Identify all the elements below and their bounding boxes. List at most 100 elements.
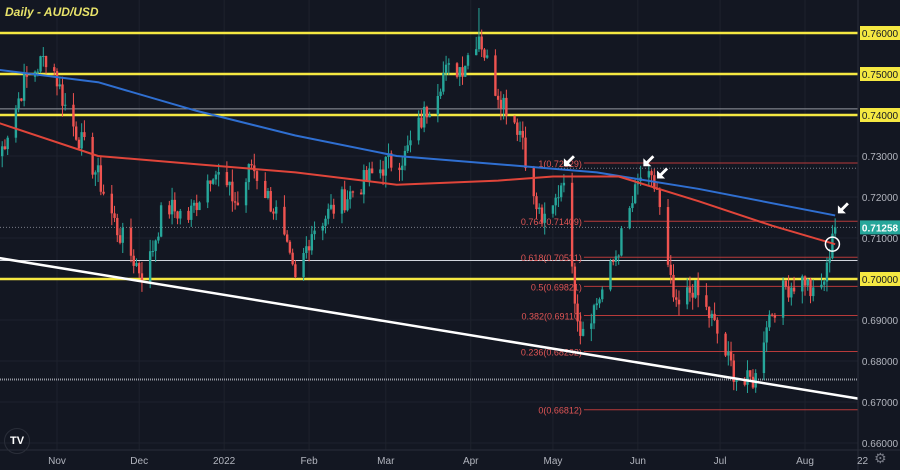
candle-body xyxy=(724,333,727,356)
last-price-badge xyxy=(860,220,900,235)
candle-body xyxy=(250,164,253,166)
candle-body xyxy=(255,171,259,181)
candle-body xyxy=(447,63,451,65)
candle-body xyxy=(516,122,519,135)
candle-body xyxy=(781,280,785,318)
candle-body xyxy=(83,132,86,137)
gear-icon[interactable]: ⚙ xyxy=(874,451,887,467)
candle-body xyxy=(713,313,716,320)
candle-body xyxy=(458,67,461,77)
time-tick-label: Dec xyxy=(130,456,148,467)
candle-body xyxy=(746,370,749,385)
candle-body xyxy=(823,281,826,285)
fib-level-label: 0.236(0.68232) xyxy=(521,347,582,357)
candle-body xyxy=(628,208,631,229)
candle-body xyxy=(754,373,757,388)
candle-body xyxy=(436,96,440,115)
candle-body xyxy=(559,185,563,198)
candle-body xyxy=(332,204,335,214)
moving-average-blue xyxy=(0,68,836,217)
candle-body xyxy=(398,167,401,171)
candle-body xyxy=(707,306,711,318)
candle-body xyxy=(762,342,766,374)
time-tick-label: 2022 xyxy=(213,456,236,467)
candle-body xyxy=(269,191,272,212)
candle-body xyxy=(151,251,155,253)
candle-body xyxy=(694,280,697,298)
candle-body xyxy=(650,171,653,176)
candle-body xyxy=(313,230,316,235)
candle-body xyxy=(61,84,64,106)
candle-body xyxy=(675,297,678,300)
candle-body xyxy=(406,145,409,151)
candle-body xyxy=(288,241,292,253)
price-tick-label: 0.75000 xyxy=(862,70,899,81)
candle-body xyxy=(285,234,289,242)
candle-body xyxy=(190,205,193,220)
candle-body xyxy=(612,260,615,262)
candle-body xyxy=(570,182,574,267)
candle-body xyxy=(768,314,771,328)
tradingview-logo[interactable]: TV xyxy=(4,428,30,454)
candle-body xyxy=(55,71,59,87)
candle-body xyxy=(620,228,623,256)
candle-body xyxy=(211,179,215,184)
candle-body xyxy=(688,287,692,293)
candle-body xyxy=(716,319,719,334)
candle-body xyxy=(247,164,250,183)
candle-body xyxy=(198,202,201,211)
candle-body xyxy=(307,246,311,251)
candle-body xyxy=(686,287,689,305)
chart-title: Daily - AUD/USD xyxy=(5,5,99,19)
candle-body xyxy=(403,150,407,166)
time-tick-label: Feb xyxy=(300,456,318,467)
candle-body xyxy=(521,130,524,138)
candle-body xyxy=(179,210,182,219)
candle-body xyxy=(499,99,503,109)
candle-body xyxy=(39,56,42,72)
highlight-circle xyxy=(824,236,841,252)
price-tick-label: 0.70000 xyxy=(862,275,899,286)
candle-body xyxy=(381,169,385,176)
candle-body xyxy=(505,97,508,116)
candle-body xyxy=(631,203,634,209)
candle-body xyxy=(672,274,675,298)
candle-body xyxy=(121,227,124,243)
candle-body xyxy=(784,280,788,287)
candle-body xyxy=(77,139,81,149)
candle-body xyxy=(705,295,708,307)
candle-body xyxy=(74,126,78,140)
candle-body xyxy=(58,84,61,87)
candle-body xyxy=(496,95,500,100)
price-tick-label: 0.68000 xyxy=(862,357,899,368)
candle-body xyxy=(217,172,220,175)
candle-body xyxy=(828,258,831,263)
candle-body xyxy=(573,266,577,304)
candle-body xyxy=(379,169,382,174)
candle-body xyxy=(806,279,809,286)
candle-body xyxy=(614,256,618,262)
candle-body xyxy=(351,191,355,193)
candle-body xyxy=(425,106,429,118)
candles xyxy=(0,29,837,394)
price-label-badge xyxy=(860,272,900,286)
last-price-label: 0.71258 xyxy=(862,223,899,234)
candle-body xyxy=(825,262,829,282)
candle-body xyxy=(420,117,423,128)
candle-body xyxy=(494,55,497,96)
candle-body xyxy=(538,207,541,210)
candle-body xyxy=(116,217,119,236)
candle-body xyxy=(439,91,442,97)
arrow-annotation xyxy=(657,167,669,179)
candle-body xyxy=(359,192,363,195)
fib-level-label: 0.618(0.70531) xyxy=(521,253,582,263)
candle-body xyxy=(770,314,774,316)
candle-body xyxy=(346,199,349,211)
candle-body xyxy=(812,287,815,297)
arrow-annotation xyxy=(563,155,575,167)
candle-body xyxy=(231,181,234,202)
candle-body xyxy=(480,36,483,50)
candle-body xyxy=(390,153,393,168)
